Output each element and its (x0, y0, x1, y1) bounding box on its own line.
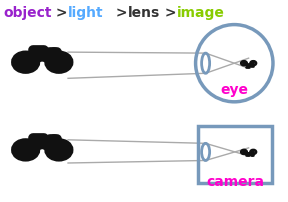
Text: object: object (3, 6, 52, 20)
Text: image: image (177, 6, 225, 20)
Text: eye: eye (220, 83, 248, 97)
Text: >: > (111, 6, 132, 20)
Text: >: > (51, 6, 72, 20)
Text: light: light (68, 6, 104, 20)
Text: >: > (160, 6, 181, 20)
Text: lens: lens (128, 6, 160, 20)
Text: camera: camera (206, 174, 264, 188)
